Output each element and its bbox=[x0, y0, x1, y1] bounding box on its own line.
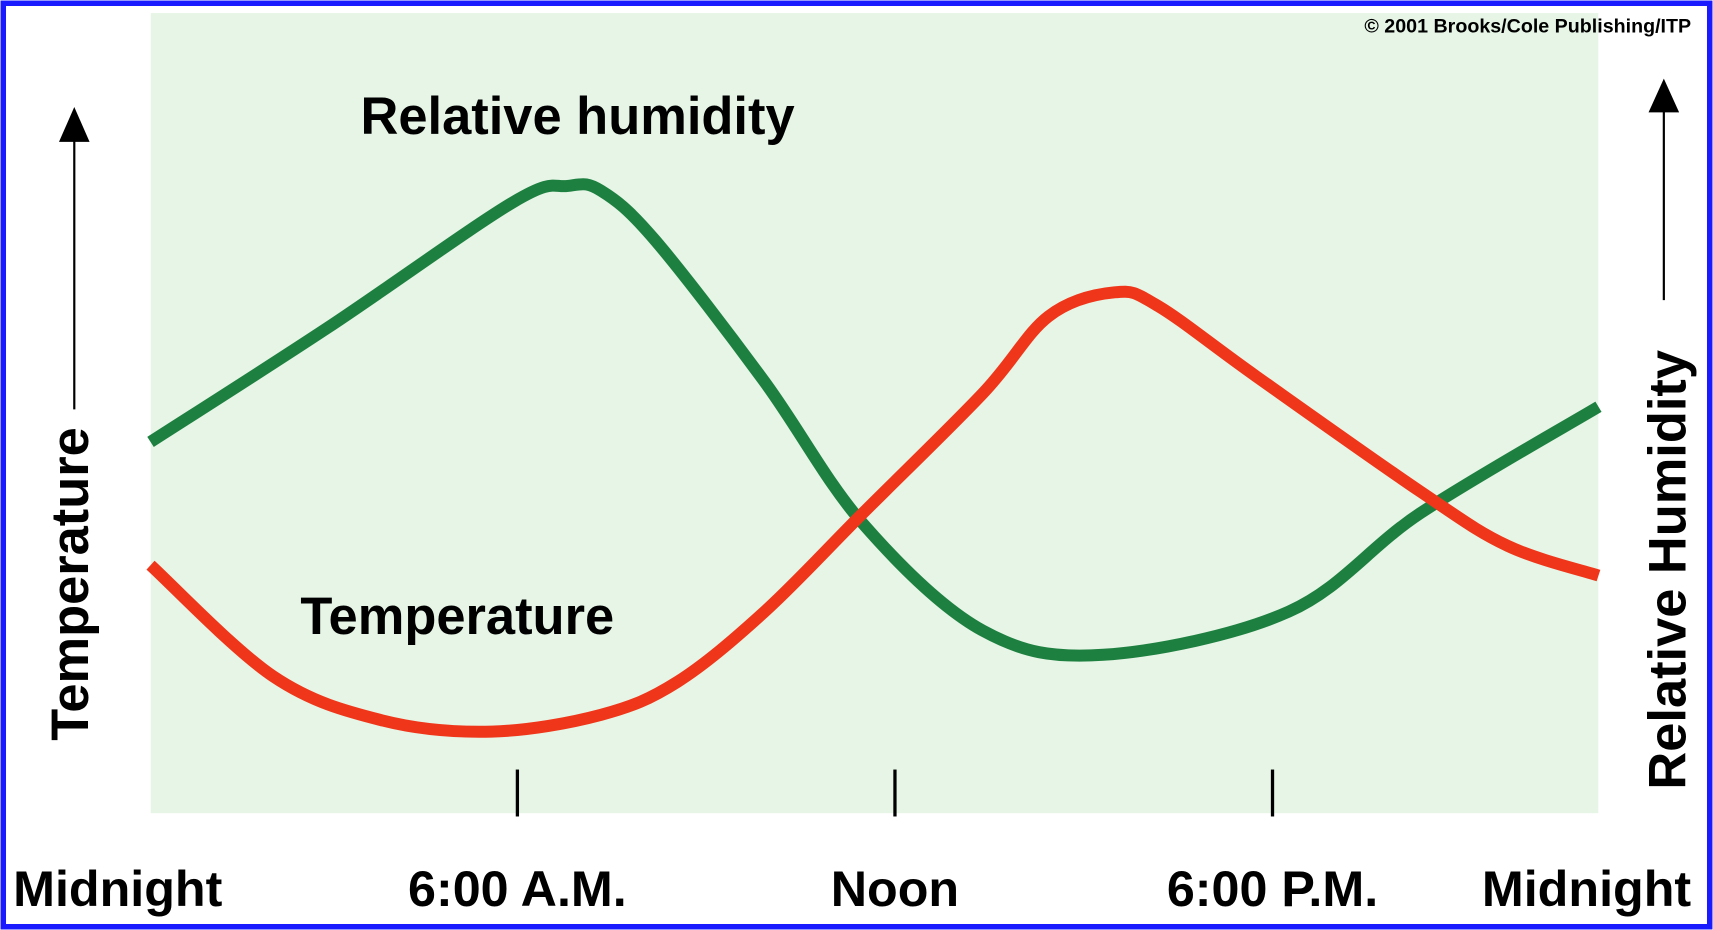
x-tick-label: 6:00 A.M. bbox=[408, 861, 627, 917]
y2-axis-label: Relative Humidity bbox=[1639, 350, 1697, 790]
x-tick-label: Noon bbox=[831, 861, 959, 917]
x-tick-label: 6:00 P.M. bbox=[1167, 861, 1378, 917]
x-tick-label: Midnight bbox=[13, 861, 223, 917]
series-label: Temperature bbox=[300, 588, 614, 646]
line bbox=[147, 178, 1602, 662]
lines bbox=[146, 178, 1602, 738]
line bbox=[146, 285, 1601, 738]
x-tick-label: Midnight bbox=[1482, 861, 1692, 917]
y-axis-label: Temperature bbox=[42, 427, 100, 740]
plot-area bbox=[150, 13, 1599, 814]
arrowhead bbox=[58, 106, 90, 142]
copyright: © 2001 Brooks/Cole Publishing/ITP bbox=[1364, 15, 1691, 37]
series-label: Relative humidity bbox=[361, 88, 795, 146]
arrowhead bbox=[1648, 78, 1680, 113]
